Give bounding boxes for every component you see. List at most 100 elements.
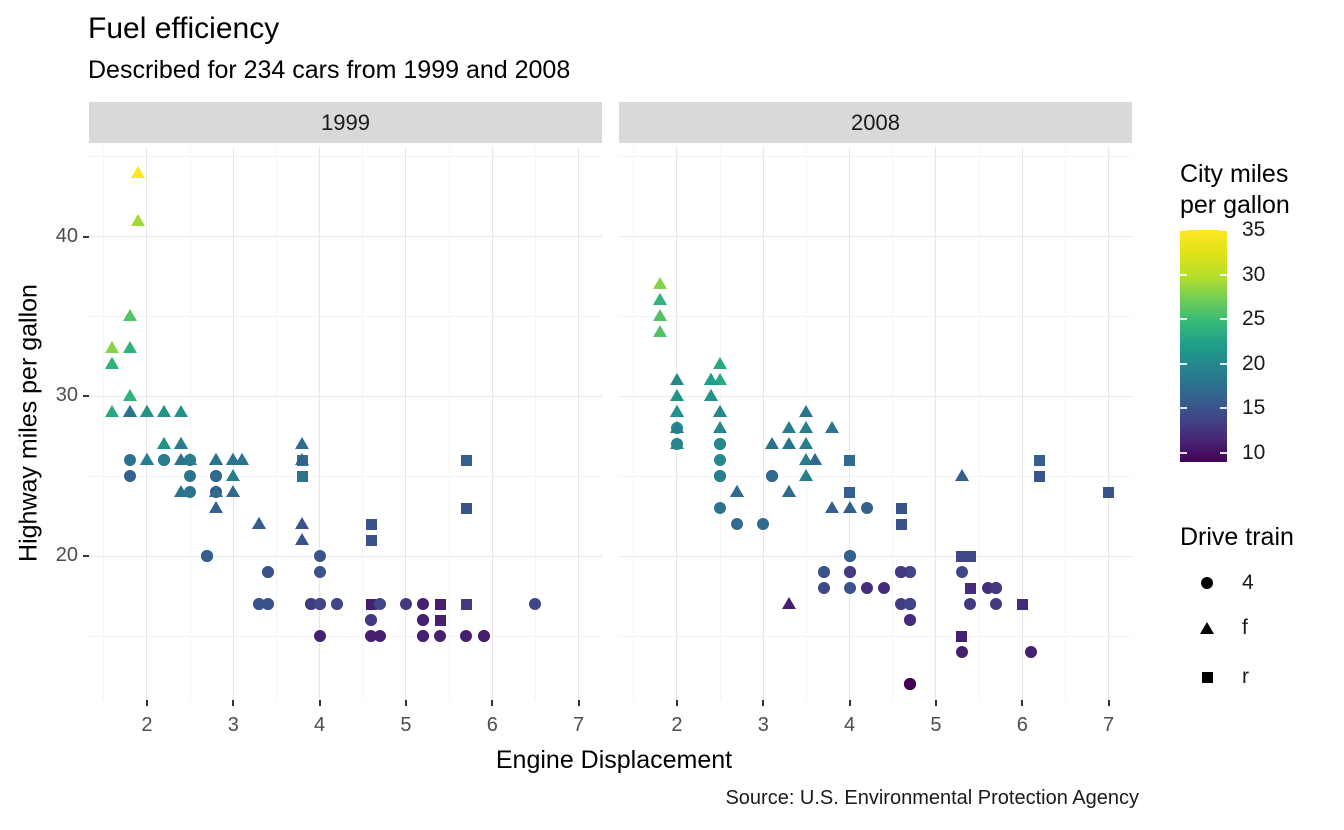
data-point [365,518,377,530]
gridline-major-horizontal [619,555,1132,557]
data-point [669,389,684,402]
data-point [105,357,120,370]
data-point [714,470,727,483]
data-point [226,469,241,482]
plot-title: Fuel efficiency [88,12,280,45]
gridline-minor-horizontal [89,635,602,637]
data-point [105,405,120,418]
data-point [782,597,797,610]
data-point [714,502,727,515]
data-point [704,373,719,386]
data-point [105,341,120,354]
x-tick-label: 6 [1016,714,1028,736]
data-point [669,405,684,418]
y-axis-tick [83,235,89,238]
data-point [844,454,856,466]
data-point [122,405,137,418]
data-point [844,486,856,498]
data-point [460,630,473,643]
gridline-minor-horizontal [89,315,602,317]
data-point [1034,470,1046,482]
x-axis-tick [145,700,148,706]
data-point [399,598,412,611]
data-point [825,501,840,514]
facet-strip-1999: 1999 [89,102,602,143]
gridline-minor-vertical [275,147,277,700]
data-point [955,566,968,579]
gridline-minor-horizontal [619,635,1132,637]
data-point [860,502,873,515]
data-point [817,582,830,595]
colorbar-tick [1220,362,1227,365]
data-point [184,486,197,499]
data-point [1034,454,1046,466]
plot-caption: Source: U.S. Environmental Protection Ag… [725,787,1139,809]
data-point [808,453,823,466]
data-point [956,630,968,642]
gridline-major-vertical [319,147,321,700]
gridline-major-vertical [578,147,580,700]
circle-key-icon [1198,574,1216,592]
data-point [460,502,472,514]
data-point [460,454,472,466]
data-point [374,598,387,611]
colorbar-tick-label: 20 [1242,351,1266,375]
colorbar-tick [1220,318,1227,321]
data-point [295,517,310,530]
gridline-minor-horizontal [89,156,602,158]
data-point [261,566,274,579]
data-point [990,582,1003,595]
data-point [313,598,326,611]
data-point [174,437,189,450]
data-point [955,646,968,659]
x-tick-label: 7 [1103,714,1115,736]
colorbar-tick [1180,452,1187,455]
gridline-major-horizontal [619,395,1132,397]
gridline-major-vertical [849,147,851,700]
gridline-minor-vertical [633,147,635,700]
data-point [434,614,446,626]
gridline-minor-vertical [448,147,450,700]
data-point [904,566,917,579]
data-point [123,454,136,467]
data-point [730,485,745,498]
data-point [843,582,856,595]
gridline-major-vertical [1108,147,1110,700]
gridline-major-vertical [762,147,764,700]
data-point [895,518,907,530]
gridline-minor-vertical [189,147,191,700]
y-tick-label: 30 [55,384,78,407]
data-point [434,630,447,643]
colorbar-tick [1220,273,1227,276]
x-axis-tick [232,700,235,706]
gridline-minor-vertical [534,147,536,700]
gridline-major-vertical [491,147,493,700]
colorbar-tick-label: 35 [1242,218,1266,241]
data-point [757,518,770,531]
data-point [122,309,137,322]
data-point [1016,598,1028,610]
plot-subtitle: Described for 234 cars from 1999 and 200… [88,56,571,84]
gridline-major-horizontal [89,236,602,237]
shape-legend-title: Drive train [1180,523,1294,551]
data-point [956,550,968,562]
data-point [201,550,214,563]
data-point [261,598,274,611]
data-point [954,469,969,482]
x-tick-label: 5 [930,714,942,736]
gridline-minor-vertical [892,147,894,700]
data-point [296,470,308,482]
data-point [365,598,377,610]
data-point [652,293,667,306]
gridline-minor-horizontal [619,315,1132,317]
data-point [652,325,667,338]
data-point [782,421,797,434]
gridline-minor-vertical [978,147,980,700]
data-point [799,437,814,450]
data-point [417,614,430,627]
data-point [860,582,873,595]
data-point [669,437,684,450]
x-axis-tick [577,700,580,706]
gridline-major-vertical [405,147,407,700]
square-key-icon [1198,668,1216,686]
